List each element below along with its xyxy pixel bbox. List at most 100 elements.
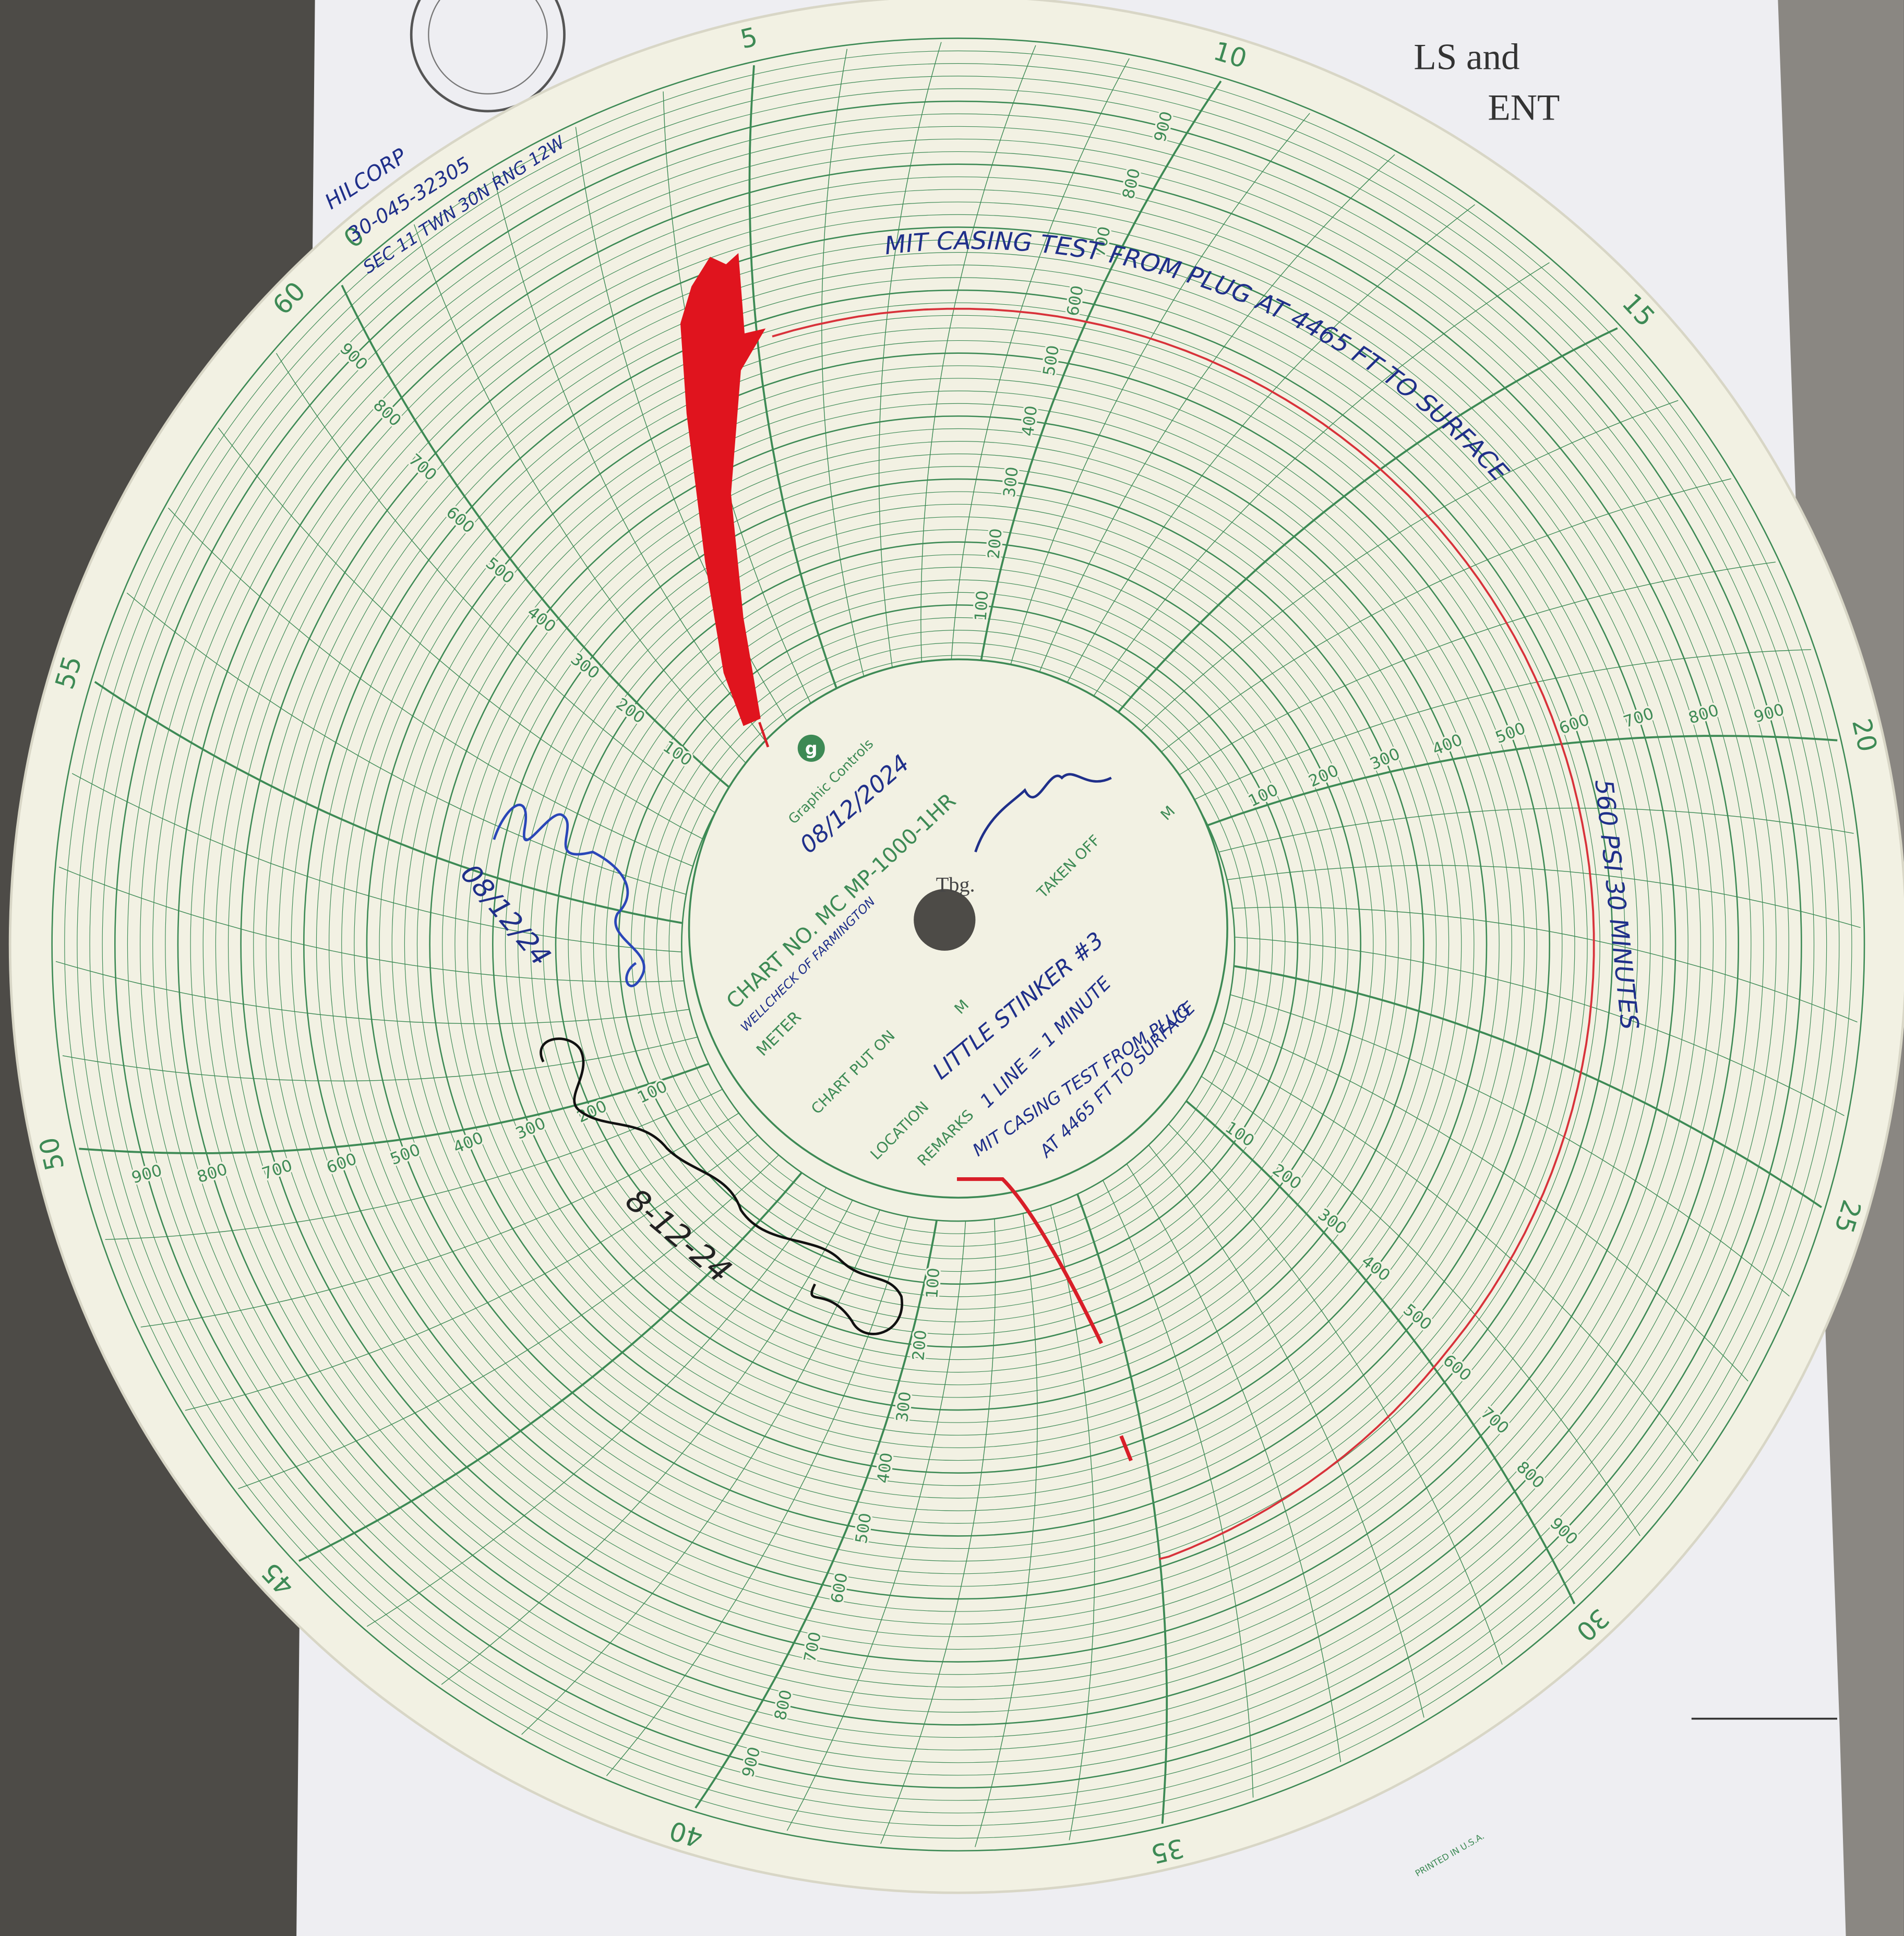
time-line [1223,1022,1749,1382]
time-line [298,1172,803,1562]
pressure-ring [656,642,1261,1247]
pressure-label: 200 [984,528,1005,560]
pressure-ring [89,76,1827,1813]
time-line [105,1089,723,1240]
pressure-ring [643,630,1273,1260]
pressure-ring [64,50,1852,1839]
center-hole [914,889,976,951]
time-line [1227,865,1861,928]
time-line [62,1036,698,1082]
time-line [920,45,1036,671]
pressure-ring [379,365,1538,1524]
time-line [975,1213,1038,1847]
pressure-ring [668,655,1248,1234]
time-line [1213,1049,1698,1462]
pressure-ring [480,466,1437,1423]
time-line [366,1187,827,1627]
pressure-ring [580,567,1336,1322]
signature [493,804,645,987]
pressure-ring [266,252,1651,1638]
time-line [1076,1193,1168,1824]
time-line [880,1218,996,1844]
pressure-ring [429,415,1488,1474]
time-line [748,65,840,696]
pressure-label: 300 [893,1391,915,1423]
pressure-ring [328,315,1588,1574]
time-line [71,773,682,952]
pressure-ring [253,239,1663,1650]
time-line [55,961,690,1024]
time-line [1193,649,1812,800]
pressure-ring [227,214,1689,1675]
pressure-ring [505,491,1411,1398]
time-line [606,1216,908,1776]
pressure-ring [618,604,1299,1285]
time-line [786,1221,966,1831]
pressure-ring [543,529,1374,1360]
time-line [1235,937,1845,1116]
time-line [878,42,942,676]
letterhead-line: LS and [1414,37,1519,78]
time-line [140,1113,739,1328]
pen-trace [680,253,1595,1560]
pressure-ring [517,504,1399,1385]
pressure-ring [404,390,1512,1499]
pressure-ring [454,441,1462,1449]
time-line [1089,262,1550,702]
pressure-label: 100 [923,1267,943,1299]
time-line [94,680,683,924]
pressure-ring [77,63,1840,1826]
time-line [821,49,866,684]
time-line [1232,906,1858,1023]
pressure-ring [467,453,1450,1436]
time-line [58,866,684,983]
time-line [218,427,703,840]
time-line [168,507,693,867]
pressure-ring [416,403,1500,1486]
pressure-ring [190,176,1727,1713]
trace-mark [1119,1435,1133,1462]
trace-mark [758,722,770,748]
trace-drop [956,1177,1103,1344]
time-line [1234,965,1822,1209]
pressure-ring [139,126,1777,1763]
time-line [1008,113,1310,673]
minute-label: 20 [1846,716,1883,755]
pressure-ring [391,378,1525,1511]
logo: g [805,738,818,759]
time-line [1158,478,1731,755]
pressure-label: 300 [1000,466,1022,498]
time-line [1177,561,1776,776]
pressure-ring [278,265,1638,1624]
time-line [1148,1144,1424,1718]
signature [540,1037,903,1335]
time-line [441,1200,853,1685]
pressure-ring [291,277,1626,1612]
seal-inner [428,0,548,94]
time-line [1113,327,1618,718]
pressure-ring [177,163,1739,1726]
signature [974,773,1112,853]
pressure-ring [202,189,1714,1700]
time-line [950,58,1130,668]
time-line [1050,1205,1095,1841]
time-line [1185,1100,1576,1605]
pressure-ring [366,352,1550,1537]
time-line [1168,1124,1503,1665]
time-line [1218,807,1854,853]
time-line [1036,154,1395,680]
time-line [185,1134,758,1411]
minute-label: 35 [1148,1833,1187,1870]
time-line [413,224,748,766]
pressure-ring [530,516,1386,1373]
seal [410,0,566,113]
pressure-ring [568,554,1349,1335]
minute-label: 50 [33,1134,70,1174]
trace-blob [680,253,766,726]
pressure-ring [593,579,1323,1310]
pressure-label: 100 [971,590,992,622]
time-line [978,80,1222,670]
time-line [79,1062,709,1154]
